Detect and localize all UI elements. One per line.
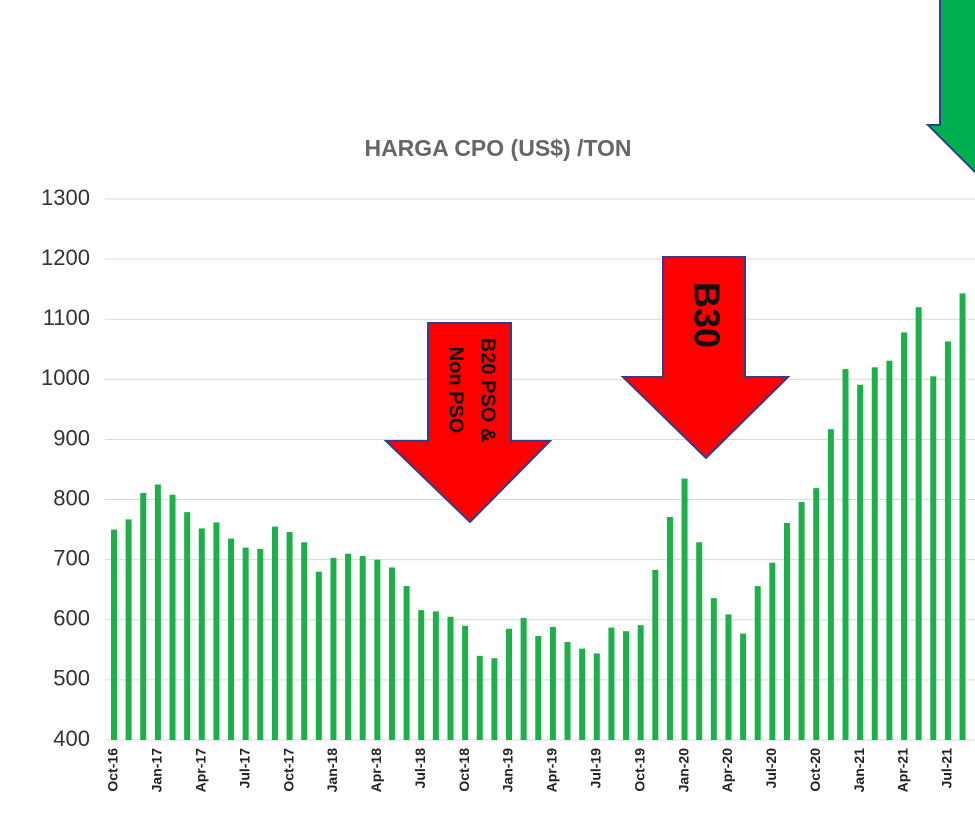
y-tick-label: 1200 bbox=[41, 245, 90, 270]
bar bbox=[930, 376, 937, 740]
bar bbox=[125, 519, 132, 740]
x-tick-label: Jul-20 bbox=[763, 748, 779, 789]
x-tick-label: Jul-21 bbox=[939, 748, 955, 789]
bar bbox=[388, 567, 395, 740]
x-tick-label: Jan-20 bbox=[675, 748, 691, 793]
x-tick-label: Apr-18 bbox=[368, 748, 384, 793]
bar bbox=[652, 569, 659, 740]
bar bbox=[418, 610, 425, 740]
x-tick-label: Apr-19 bbox=[544, 748, 560, 793]
y-tick-label: 800 bbox=[53, 485, 90, 510]
chart-title: HARGA CPO (US$) /TON bbox=[364, 135, 631, 161]
bar bbox=[798, 501, 805, 740]
y-tick-label: 1300 bbox=[41, 185, 90, 210]
bar bbox=[111, 529, 117, 740]
bar bbox=[447, 616, 454, 740]
bar bbox=[345, 553, 352, 740]
bar bbox=[915, 307, 922, 740]
y-tick-label: 1100 bbox=[43, 305, 90, 330]
bar bbox=[271, 526, 278, 740]
x-tick-label: Oct-19 bbox=[631, 748, 647, 792]
bar bbox=[754, 586, 761, 740]
bar bbox=[593, 653, 600, 740]
x-tick-label: Jul-17 bbox=[236, 748, 252, 789]
bar bbox=[827, 429, 834, 740]
bar bbox=[359, 556, 366, 740]
bar bbox=[462, 625, 469, 740]
bar bbox=[725, 614, 732, 740]
bar bbox=[564, 642, 571, 740]
y-tick-label: 1000 bbox=[41, 365, 90, 390]
b30-arrow bbox=[620, 256, 791, 460]
bar bbox=[857, 384, 864, 740]
x-tick-label: Jan-19 bbox=[500, 748, 516, 793]
bar bbox=[476, 655, 483, 740]
bar bbox=[403, 586, 410, 740]
bar bbox=[579, 648, 586, 740]
x-tick-label: Apr-17 bbox=[192, 748, 208, 793]
bar bbox=[681, 478, 688, 740]
annotation: B20 PSO & bbox=[477, 338, 499, 442]
bar bbox=[506, 628, 513, 740]
bar bbox=[623, 631, 630, 740]
bar bbox=[169, 494, 176, 740]
bar bbox=[330, 557, 337, 740]
bar bbox=[520, 617, 527, 740]
y-tick-label: 900 bbox=[53, 425, 90, 450]
bar bbox=[535, 636, 542, 740]
bar bbox=[213, 522, 220, 740]
bar bbox=[315, 571, 322, 740]
bar bbox=[740, 633, 747, 740]
bar bbox=[549, 626, 556, 740]
bar bbox=[301, 542, 308, 740]
bar bbox=[783, 522, 790, 740]
bar bbox=[769, 562, 776, 740]
y-tick-label: 600 bbox=[53, 606, 90, 631]
bar bbox=[871, 367, 878, 740]
bar bbox=[710, 598, 717, 740]
x-tick-label: Apr-21 bbox=[895, 748, 911, 793]
bar bbox=[228, 538, 235, 740]
x-tick-label: Jan-17 bbox=[149, 748, 165, 793]
bar bbox=[959, 293, 966, 740]
bar bbox=[666, 516, 673, 740]
bar bbox=[140, 492, 147, 740]
x-tick-label: Jul-19 bbox=[587, 748, 603, 789]
bar bbox=[813, 488, 820, 740]
x-tick-label: Oct-16 bbox=[105, 748, 121, 792]
bar bbox=[842, 369, 849, 740]
x-tick-label: Oct-20 bbox=[807, 748, 823, 792]
bar bbox=[286, 532, 293, 740]
bar bbox=[944, 341, 951, 740]
annotation: Non PSO bbox=[445, 347, 467, 434]
bar bbox=[491, 658, 498, 740]
bar bbox=[198, 528, 205, 740]
y-tick-label: 400 bbox=[53, 726, 90, 751]
b20-label: B20 PSO & Non PSO bbox=[445, 338, 499, 442]
bar bbox=[154, 484, 161, 740]
green-arrow bbox=[925, 0, 975, 174]
plot-area: 400 500 600 700 800 900 1000 1100 1200 1300 Oct-16… bbox=[41, 185, 975, 793]
bar bbox=[901, 332, 908, 740]
bar bbox=[696, 542, 703, 740]
bar bbox=[608, 627, 615, 740]
annotation: B30 bbox=[686, 282, 727, 348]
bar bbox=[184, 512, 191, 740]
x-tick-label: Apr-20 bbox=[719, 748, 735, 793]
b20-arrow bbox=[383, 322, 553, 524]
x-tick-label: Oct-17 bbox=[280, 748, 296, 792]
x-tick-label: Jan-18 bbox=[324, 748, 340, 793]
bar bbox=[257, 548, 264, 740]
x-tick-label: Oct-18 bbox=[456, 748, 472, 792]
bar bbox=[242, 547, 249, 740]
y-tick-label: 500 bbox=[53, 666, 90, 691]
bar bbox=[432, 611, 439, 740]
x-tick-label: Jul-18 bbox=[412, 748, 428, 789]
bar bbox=[374, 559, 381, 740]
bar bbox=[886, 360, 893, 740]
y-tick-label: 700 bbox=[53, 545, 90, 570]
x-tick-label: Jan-21 bbox=[851, 748, 867, 793]
bar bbox=[637, 625, 644, 740]
